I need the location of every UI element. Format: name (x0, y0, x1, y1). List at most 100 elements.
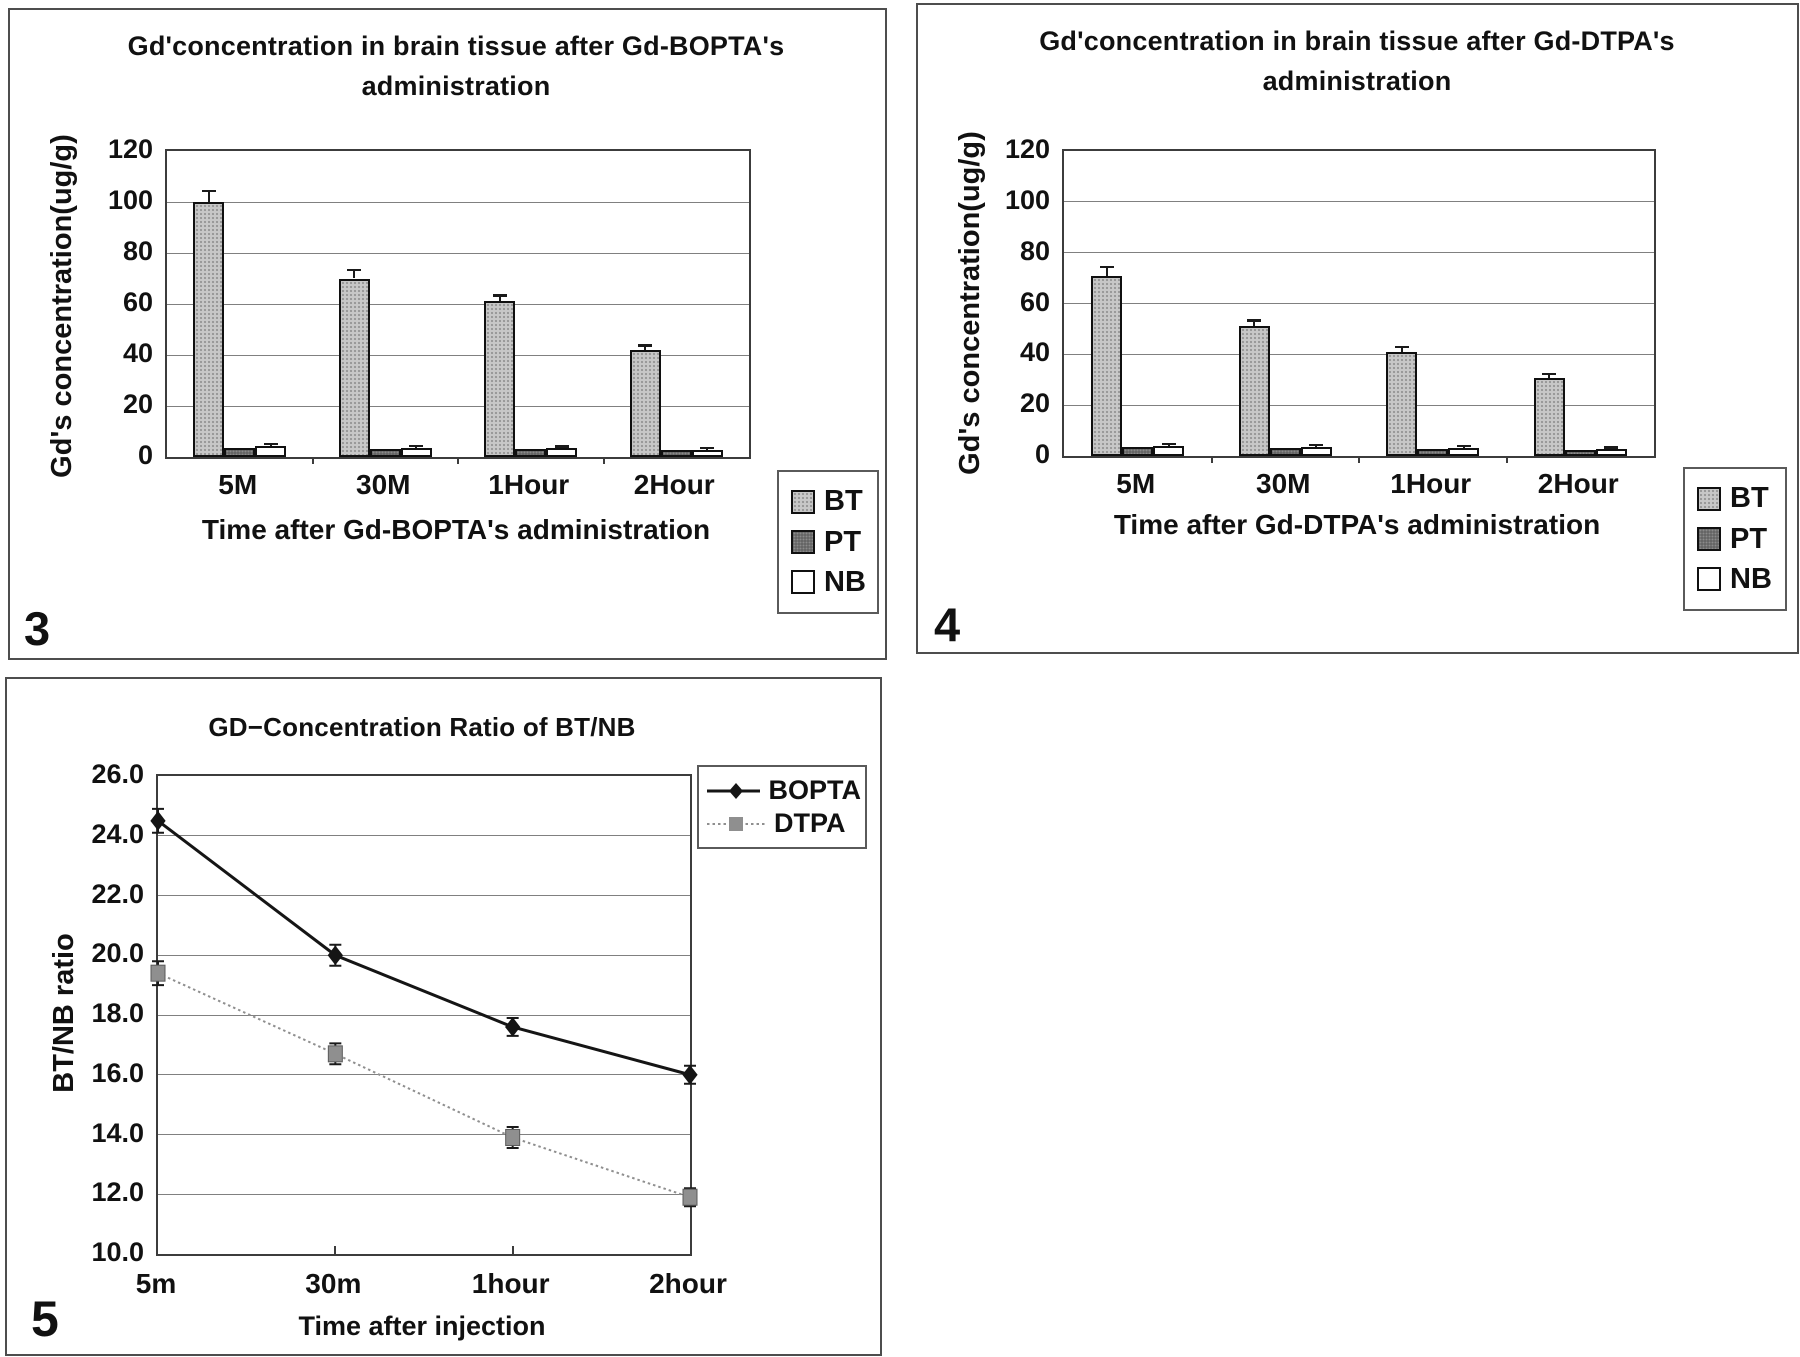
gridline (158, 954, 690, 956)
y-tick-label: 20 (122, 389, 153, 419)
y-tick-label: 16.0 (91, 1057, 144, 1088)
legend-entry-bopta: BOPTA (707, 777, 861, 804)
y-tick-label: 80 (1019, 235, 1050, 266)
bar-bt (484, 301, 516, 457)
marker-square (150, 964, 166, 982)
legend-swatch (791, 570, 815, 595)
x-tick-label: 2hour (649, 1268, 727, 1299)
marker-square (682, 1188, 698, 1206)
error-bar (706, 448, 709, 450)
axis-tick (334, 1246, 337, 1254)
legend-swatch (1697, 486, 1721, 511)
error-bar-cap (1161, 442, 1176, 446)
figure-number: 4 (934, 598, 961, 651)
error-bar-cap (409, 444, 424, 448)
gridline (158, 1014, 690, 1016)
gridline (1064, 201, 1654, 203)
chart-title: Gd'concentration in brain tissue after G… (1039, 26, 1675, 96)
legend-label: NB (824, 565, 866, 598)
bar-bt (629, 349, 661, 457)
legend-entry-pt: PT (791, 527, 873, 557)
axis-tick (511, 1246, 514, 1254)
y-tick-label: 14.0 (91, 1117, 144, 1148)
legend-entry-nb: NB (1697, 564, 1781, 594)
bar-bt (1386, 351, 1418, 456)
x-axis-title: Time after Gd-DTPA's administration (1113, 509, 1601, 540)
legend-swatch (1697, 527, 1721, 551)
bar-pt (1417, 448, 1449, 456)
x-axis-title: Time after Gd-BOPTA's administration (201, 514, 711, 545)
gridline (158, 1193, 690, 1195)
y-tick-label: 60 (122, 287, 153, 317)
y-tick-label: 0 (137, 440, 153, 470)
x-tick-label: 30M (1256, 468, 1311, 499)
legend-swatch (791, 489, 815, 514)
x-tick-label: 30M (356, 469, 411, 500)
legend: BT PT NB (1683, 467, 1787, 611)
error-bar (644, 346, 647, 350)
error-bar (1167, 444, 1170, 446)
figure-5-panel: GD−Concentration Ratio of BT/NB BT/NB ra… (5, 677, 882, 1356)
y-tick-label: 20.0 (91, 938, 144, 969)
bar-bt (1533, 378, 1565, 456)
error-bar-cap (700, 446, 715, 450)
legend-entry-dtpa: DTPA (707, 810, 861, 837)
marker-diamond (505, 1017, 521, 1037)
axis-tick (311, 457, 314, 464)
error-bar (1105, 267, 1108, 276)
legend-swatch (791, 530, 815, 554)
bar-nb (1595, 448, 1627, 456)
error-bar (1400, 347, 1403, 352)
y-tick-label: 60 (1019, 286, 1050, 317)
bar-nb (546, 448, 578, 457)
bar-nb (1153, 445, 1185, 456)
error-bar-cap (1099, 265, 1114, 269)
plot-area (165, 149, 751, 464)
y-tick-label: 10.0 (91, 1237, 144, 1267)
gridline (158, 1134, 690, 1135)
legend-swatch (1697, 567, 1721, 592)
bar-nb (1448, 447, 1480, 456)
x-tick-label: 2Hour (633, 469, 715, 500)
gridline (1064, 303, 1654, 304)
bar-nb (400, 447, 432, 457)
y-tick-label: 40 (1019, 337, 1050, 368)
error-bar (1315, 445, 1318, 448)
figure-4-panel: Gd'concentration in brain tissue after G… (916, 3, 1799, 654)
error-bar-cap (263, 442, 278, 445)
legend-entry-pt: PT (1697, 524, 1781, 554)
gridline (1064, 404, 1654, 406)
error-bar (269, 444, 272, 447)
bar-pt (1269, 448, 1301, 456)
error-bar-cap (1309, 443, 1324, 447)
bar-pt (660, 450, 692, 457)
plot-area (150, 774, 698, 1256)
error-bar-cap (347, 268, 362, 272)
legend: BOPTA DTPA (697, 765, 867, 849)
bar-bt (338, 278, 370, 457)
series-line-dtpa (157, 972, 691, 1199)
legend-marker-square (707, 816, 765, 831)
error-bar (1253, 321, 1256, 327)
error-bar-cap (1604, 446, 1619, 449)
axis-tick (457, 457, 459, 464)
y-tick-label: 26.0 (91, 759, 144, 789)
error-bar (560, 447, 563, 449)
axis-tick (1505, 456, 1508, 463)
gridline (1064, 252, 1654, 254)
y-tick-label: 24.0 (91, 818, 144, 849)
legend-label: DTPA (774, 808, 846, 838)
figure-number: 5 (31, 1291, 59, 1347)
error-bar-cap (1456, 444, 1471, 448)
x-tick-label: 5M (218, 469, 258, 500)
marker-square (505, 1128, 521, 1146)
series-line-bopta (157, 819, 691, 1077)
y-tick-label: 120 (107, 134, 153, 164)
bar-bt (193, 202, 225, 457)
y-tick-label: 80 (122, 236, 153, 266)
gridline (167, 201, 749, 203)
x-tick-label: 30m (305, 1268, 362, 1299)
error-bar (353, 270, 356, 279)
legend-label: BT (1730, 482, 1769, 515)
legend: BT PT NB (777, 470, 879, 614)
